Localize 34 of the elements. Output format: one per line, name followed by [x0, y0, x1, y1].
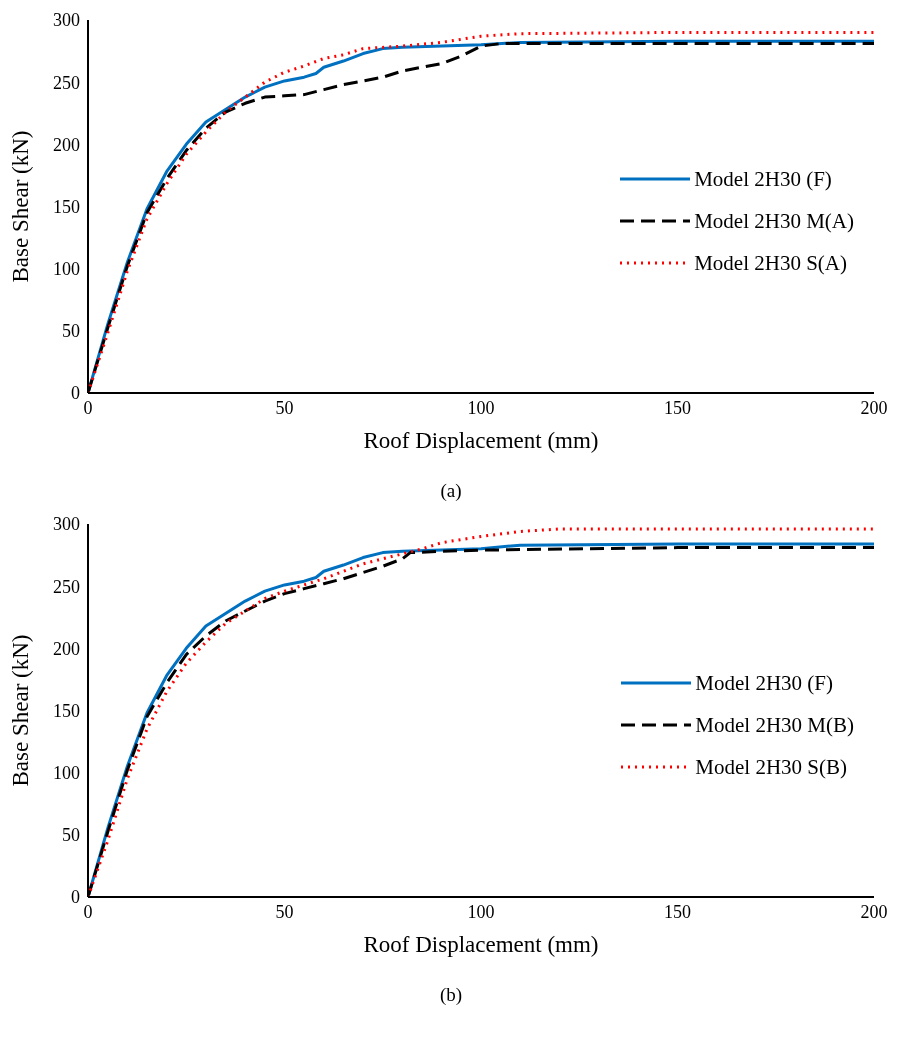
x-tick-label: 50 — [275, 901, 294, 922]
x-tick-label: 150 — [664, 901, 691, 922]
x-axis-title: Roof Displacement (mm) — [363, 428, 599, 453]
y-tick-label: 200 — [53, 638, 80, 659]
legend-label: Model 2H30 S(A) — [694, 250, 847, 276]
y-tick-label: 50 — [62, 825, 80, 846]
x-tick-label: 50 — [275, 397, 294, 418]
x-tick-label: 200 — [860, 397, 888, 418]
y-axis-title: Base Shear (kN) — [8, 634, 34, 787]
text: (b) — [438, 984, 464, 1006]
x-tick-label: 200 — [860, 901, 888, 922]
x-tick-label: 150 — [664, 397, 691, 418]
y-tick-label: 250 — [53, 72, 80, 93]
y-tick-label: 0 — [71, 887, 80, 908]
text: (a) — [439, 480, 463, 502]
y-tick-label: 200 — [53, 134, 80, 155]
y-tick-label: 300 — [53, 10, 80, 31]
legend-label: Model 2H30 (F) — [695, 670, 833, 696]
legend-label: Model 2H30 M(A) — [694, 208, 854, 234]
x-axis-title: Roof Displacement (mm) — [363, 932, 599, 957]
x-tick-label: 100 — [467, 901, 495, 922]
y-tick-label: 150 — [53, 700, 80, 721]
legend-label: Model 2H30 (F) — [694, 166, 832, 192]
y-tick-label: 150 — [53, 196, 80, 217]
y-tick-label: 100 — [53, 763, 80, 784]
y-tick-label: 50 — [62, 321, 80, 342]
y-tick-label: 300 — [53, 514, 80, 535]
y-tick-label: 250 — [53, 576, 80, 597]
x-tick-label: 100 — [467, 397, 495, 418]
y-tick-label: 100 — [53, 259, 80, 280]
legend-label: Model 2H30 M(B) — [695, 712, 854, 738]
y-tick-label: 0 — [71, 383, 80, 404]
legend-label: Model 2H30 S(B) — [695, 754, 847, 780]
y-axis-title: Base Shear (kN) — [8, 130, 34, 283]
